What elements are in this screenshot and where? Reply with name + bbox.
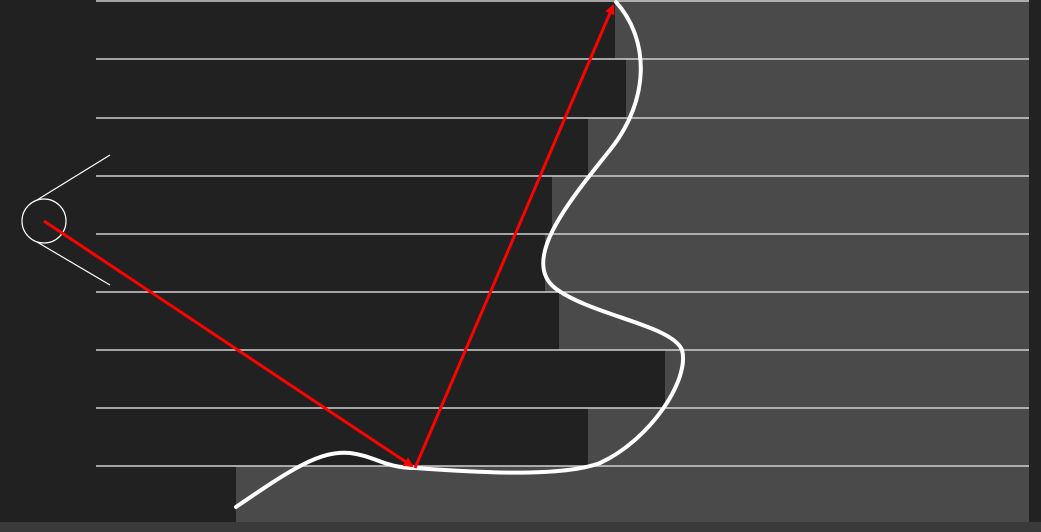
right-border [1029, 0, 1041, 532]
light-band-7 [665, 350, 1029, 408]
light-band-6 [559, 292, 1029, 350]
reflected-ray [413, 4, 615, 469]
light-band-8 [588, 408, 1029, 466]
light-band-5 [545, 234, 1029, 292]
light-region [236, 0, 1029, 522]
bottom-band [0, 522, 1041, 532]
grid-lines [96, 0, 1029, 467]
camera-body [21, 198, 67, 244]
ray-path [43, 4, 615, 469]
light-band-3 [588, 118, 1029, 176]
view-cone-bottom [36, 241, 111, 286]
view-cone-top [36, 154, 111, 201]
light-band-2 [626, 59, 1029, 118]
camera-icon [21, 154, 111, 286]
boundary-curve [234, 0, 686, 509]
incident-ray [43, 219, 414, 468]
light-band-4 [552, 176, 1029, 234]
light-band-1 [615, 0, 1029, 59]
light-band-9 [236, 466, 1029, 522]
